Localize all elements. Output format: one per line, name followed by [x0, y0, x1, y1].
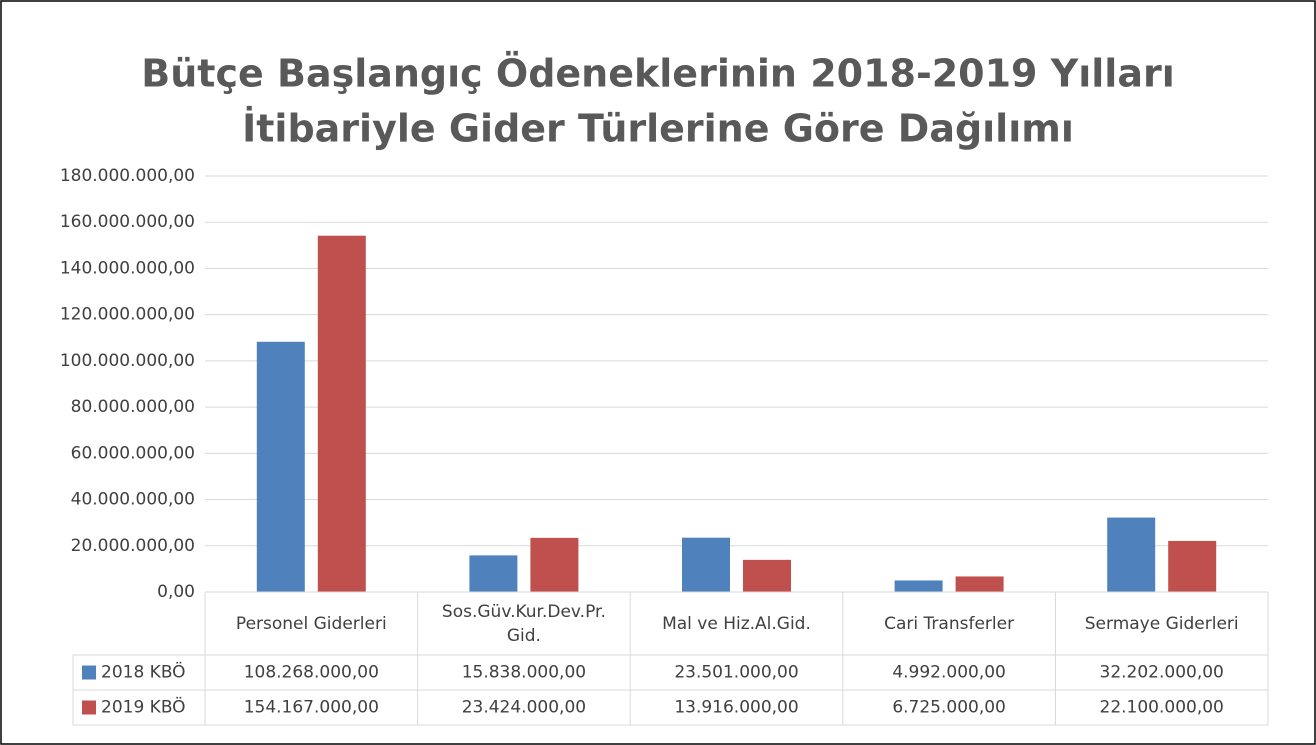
table-value: 23.424.000,00: [462, 698, 586, 718]
x-tick-label: Sos.Güv.Kur.Dev.Pr.Gid.: [442, 602, 606, 646]
x-tick-label: Cari Transferler: [884, 614, 1014, 634]
y-tick-label: 180.000.000,00: [60, 166, 195, 186]
bar: [682, 537, 730, 592]
legend-swatch: [82, 700, 96, 715]
table-value: 154.167.000,00: [244, 698, 379, 718]
bar: [894, 580, 943, 592]
bar: [1168, 540, 1217, 592]
bar: [530, 537, 579, 592]
table-value: 108.268.000,00: [244, 663, 379, 683]
table-value: 15.838.000,00: [462, 663, 586, 683]
y-tick-label: 80.000.000,00: [71, 397, 195, 417]
bar: [469, 555, 518, 592]
bar: [955, 576, 1004, 592]
bar: [1107, 517, 1156, 592]
bar: [317, 235, 366, 592]
chart-title: Bütçe Başlangıç Ödeneklerinin 2018-2019 …: [141, 52, 1174, 96]
table-value: 6.725.000,00: [892, 698, 1006, 718]
x-tick-label: Personel Giderleri: [236, 614, 387, 634]
y-tick-label: 60.000.000,00: [71, 443, 195, 463]
bar: [743, 559, 791, 592]
table-value: 32.202.000,00: [1100, 663, 1224, 683]
table-value: 23.501.000,00: [674, 663, 798, 683]
table-value: 13.916.000,00: [674, 698, 798, 718]
table-value: 22.100.000,00: [1100, 698, 1224, 718]
y-tick-label: 120.000.000,00: [60, 305, 195, 325]
chart-title: İtibariyle Gider Türlerine Göre Dağılımı: [242, 107, 1074, 151]
legend-label: 2019 KBÖ: [101, 696, 186, 718]
x-tick-label: Mal ve Hiz.Al.Gid.: [662, 614, 811, 634]
legend-swatch: [82, 665, 96, 680]
table-value: 4.992.000,00: [892, 663, 1006, 683]
y-tick-label: 40.000.000,00: [71, 490, 195, 510]
bar: [256, 341, 305, 592]
y-tick-label: 140.000.000,00: [60, 258, 195, 278]
y-tick-label: 0,00: [157, 582, 195, 602]
x-tick-label: Sermaye Giderleri: [1085, 614, 1239, 634]
y-tick-label: 20.000.000,00: [71, 536, 195, 556]
y-tick-label: 100.000.000,00: [60, 351, 195, 371]
y-tick-label: 160.000.000,00: [60, 212, 195, 232]
legend-label: 2018 KBÖ: [101, 661, 186, 683]
